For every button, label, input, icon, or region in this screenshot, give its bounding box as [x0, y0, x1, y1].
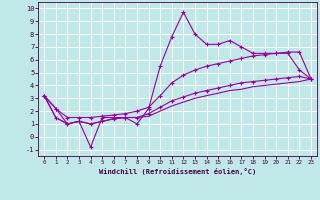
X-axis label: Windchill (Refroidissement éolien,°C): Windchill (Refroidissement éolien,°C): [99, 168, 256, 175]
